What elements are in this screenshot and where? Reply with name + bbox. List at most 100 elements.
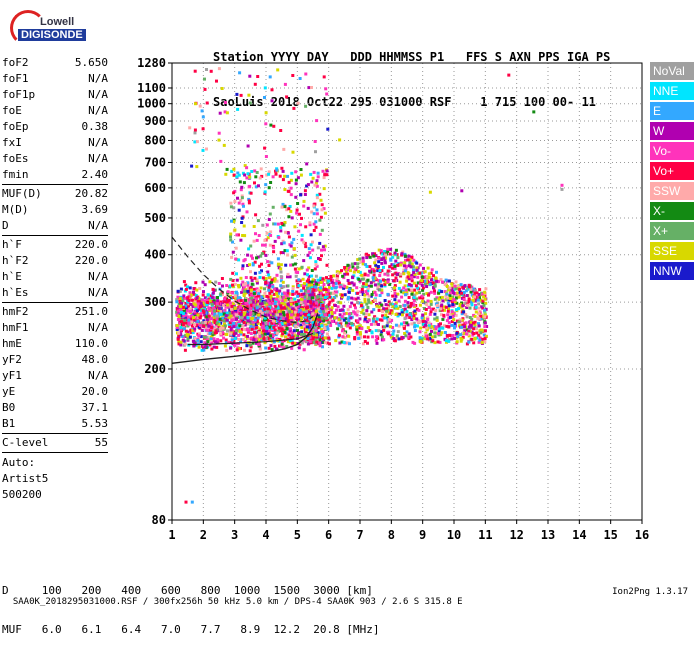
echo-point [210, 317, 213, 321]
echo-point [434, 309, 438, 312]
echo-point [234, 257, 238, 261]
echo-point [179, 308, 183, 312]
logo-brand: Lowell [40, 16, 75, 28]
echo-point [473, 314, 477, 318]
echo-point [197, 325, 201, 329]
echo-point [251, 256, 254, 260]
echo-point [418, 271, 422, 275]
echo-point [560, 187, 564, 191]
echo-point [474, 310, 478, 314]
echo-point [343, 336, 347, 340]
echo-point [263, 311, 267, 315]
echo-point [448, 333, 451, 337]
echo-point [183, 318, 187, 322]
echo-point [413, 288, 417, 292]
echo-point [313, 183, 317, 187]
echo-point [420, 279, 424, 283]
echo-point [193, 323, 197, 327]
echo-point [324, 309, 328, 313]
echo-point [392, 338, 396, 342]
echo-point [189, 328, 193, 332]
echo-point [413, 309, 417, 313]
echo-point [380, 335, 384, 339]
echo-point [348, 326, 352, 330]
echo-point [484, 334, 488, 338]
echo-point [250, 170, 254, 173]
echo-point [414, 284, 418, 288]
footer-info: SAA0K_2018295031000.RSF / 300fx256h 50 k… [12, 597, 463, 607]
echo-point [396, 256, 400, 260]
echo-point [354, 297, 358, 301]
echo-point [377, 282, 381, 286]
echo-point [261, 317, 264, 321]
echo-point [201, 301, 205, 305]
echo-point [365, 252, 369, 256]
echo-point [450, 323, 454, 327]
echo-point [316, 307, 320, 311]
echo-point [378, 274, 382, 277]
echo-point [358, 317, 362, 321]
echo-point [407, 296, 411, 299]
echo-point [309, 233, 313, 237]
echo-point [282, 291, 286, 295]
echo-point [189, 309, 192, 313]
echo-point [233, 294, 237, 298]
echo-point [317, 323, 321, 327]
echo-point [200, 344, 204, 348]
echo-point [314, 299, 318, 303]
echo-point [278, 338, 281, 341]
echo-point [389, 302, 392, 306]
echo-point [325, 296, 329, 300]
param-label: B1 [2, 417, 16, 430]
echo-point [226, 329, 229, 333]
y-tick-label: 700 [144, 155, 166, 169]
echo-point [407, 277, 411, 281]
param-row: h`F 220.0 [2, 237, 108, 253]
echo-point [228, 330, 232, 334]
echo-point [381, 314, 385, 318]
echo-point [374, 320, 378, 324]
echo-point [253, 305, 257, 309]
echo-point [418, 282, 422, 286]
echo-point [229, 332, 233, 336]
echo-point [249, 191, 253, 195]
echo-point [393, 286, 396, 290]
echo-point [306, 305, 309, 309]
echo-point [317, 257, 320, 260]
echo-point [189, 317, 193, 321]
echo-point [241, 171, 245, 175]
echo-point [371, 252, 375, 256]
echo-point [333, 316, 337, 320]
echo-point [247, 302, 250, 306]
echo-point [216, 296, 219, 299]
echo-point [340, 293, 344, 297]
param-label: foEp [2, 120, 29, 133]
param-row: yF2 48.0 [2, 352, 108, 368]
echo-point [434, 276, 438, 280]
echo-point [342, 286, 346, 290]
echo-point [316, 331, 320, 335]
echo-point [295, 303, 299, 306]
echo-point [350, 296, 354, 300]
echo-point [402, 272, 406, 276]
echo-point [240, 283, 244, 287]
echo-point [281, 280, 285, 284]
echo-point [178, 297, 182, 300]
echo-point [229, 201, 233, 205]
echo-point [198, 287, 202, 290]
echo-point [383, 299, 387, 302]
echo-point [363, 297, 367, 301]
echo-point [401, 250, 405, 254]
echo-point [202, 310, 206, 314]
echo-point [290, 318, 293, 322]
echo-point [295, 290, 299, 294]
echo-point [380, 330, 384, 334]
echo-point [195, 324, 199, 328]
echo-point [255, 297, 258, 301]
echo-point [373, 276, 377, 280]
echo-point [179, 328, 183, 332]
echo-point [321, 304, 325, 307]
echo-point [302, 259, 306, 263]
echo-point [203, 303, 207, 307]
echo-point [259, 254, 263, 258]
